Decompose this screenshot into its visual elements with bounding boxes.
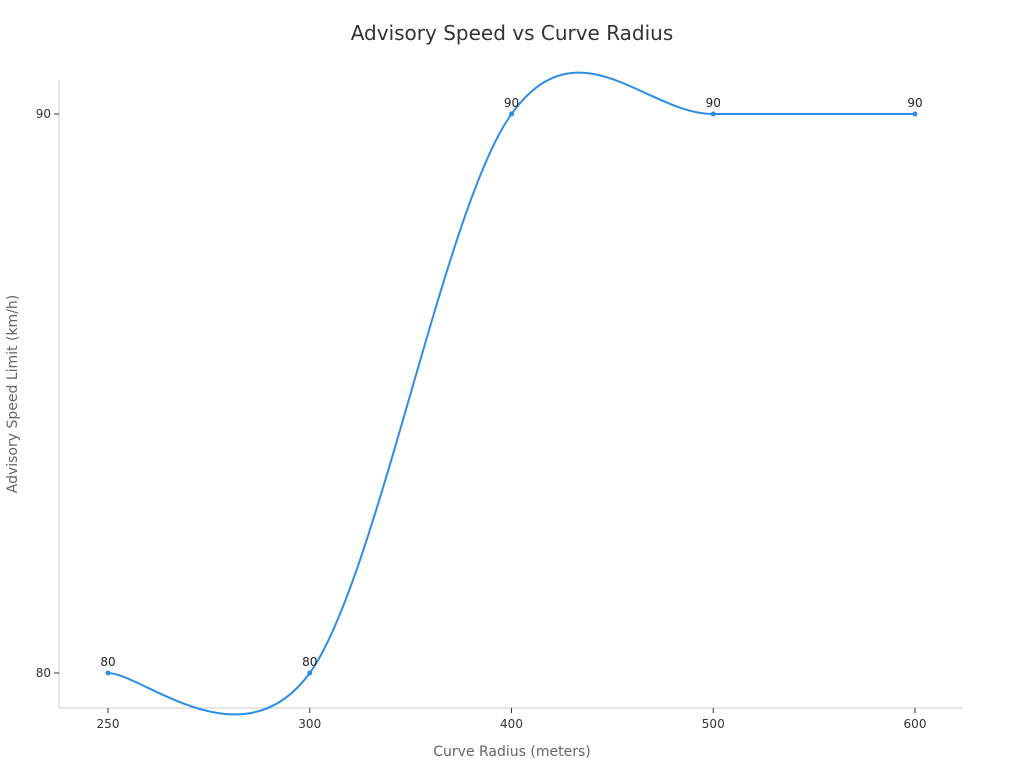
data-point — [710, 111, 716, 117]
data-point — [105, 670, 111, 676]
data-labels-layer: 80 80 90 90 90 — [100, 96, 922, 669]
y-axis-ticks: 80 90 — [36, 107, 59, 680]
data-point — [912, 111, 918, 117]
y-axis-title: Advisory Speed Limit (km/h) — [5, 295, 21, 494]
x-tick-label: 500 — [702, 717, 725, 731]
data-label: 80 — [100, 655, 115, 669]
data-label: 90 — [907, 96, 922, 110]
y-tick-label: 90 — [36, 107, 51, 121]
x-axis-ticks: 250 300 400 500 600 — [97, 708, 927, 731]
x-tick-label: 600 — [904, 717, 927, 731]
series-layer — [107, 71, 915, 716]
data-label: 80 — [302, 655, 317, 669]
data-point — [509, 111, 514, 117]
chart-title: Advisory Speed vs Curve Radius — [351, 21, 674, 45]
data-point — [307, 670, 313, 676]
data-label: 90 — [706, 96, 721, 110]
points-layer — [105, 111, 918, 676]
data-label: 90 — [504, 96, 519, 110]
series-line — [107, 71, 915, 716]
x-tick-label: 250 — [97, 717, 120, 731]
y-tick-label: 80 — [36, 666, 51, 680]
x-tick-label: 300 — [298, 717, 321, 731]
x-tick-label: 400 — [500, 717, 523, 731]
x-axis-title: Curve Radius (meters) — [433, 744, 590, 760]
